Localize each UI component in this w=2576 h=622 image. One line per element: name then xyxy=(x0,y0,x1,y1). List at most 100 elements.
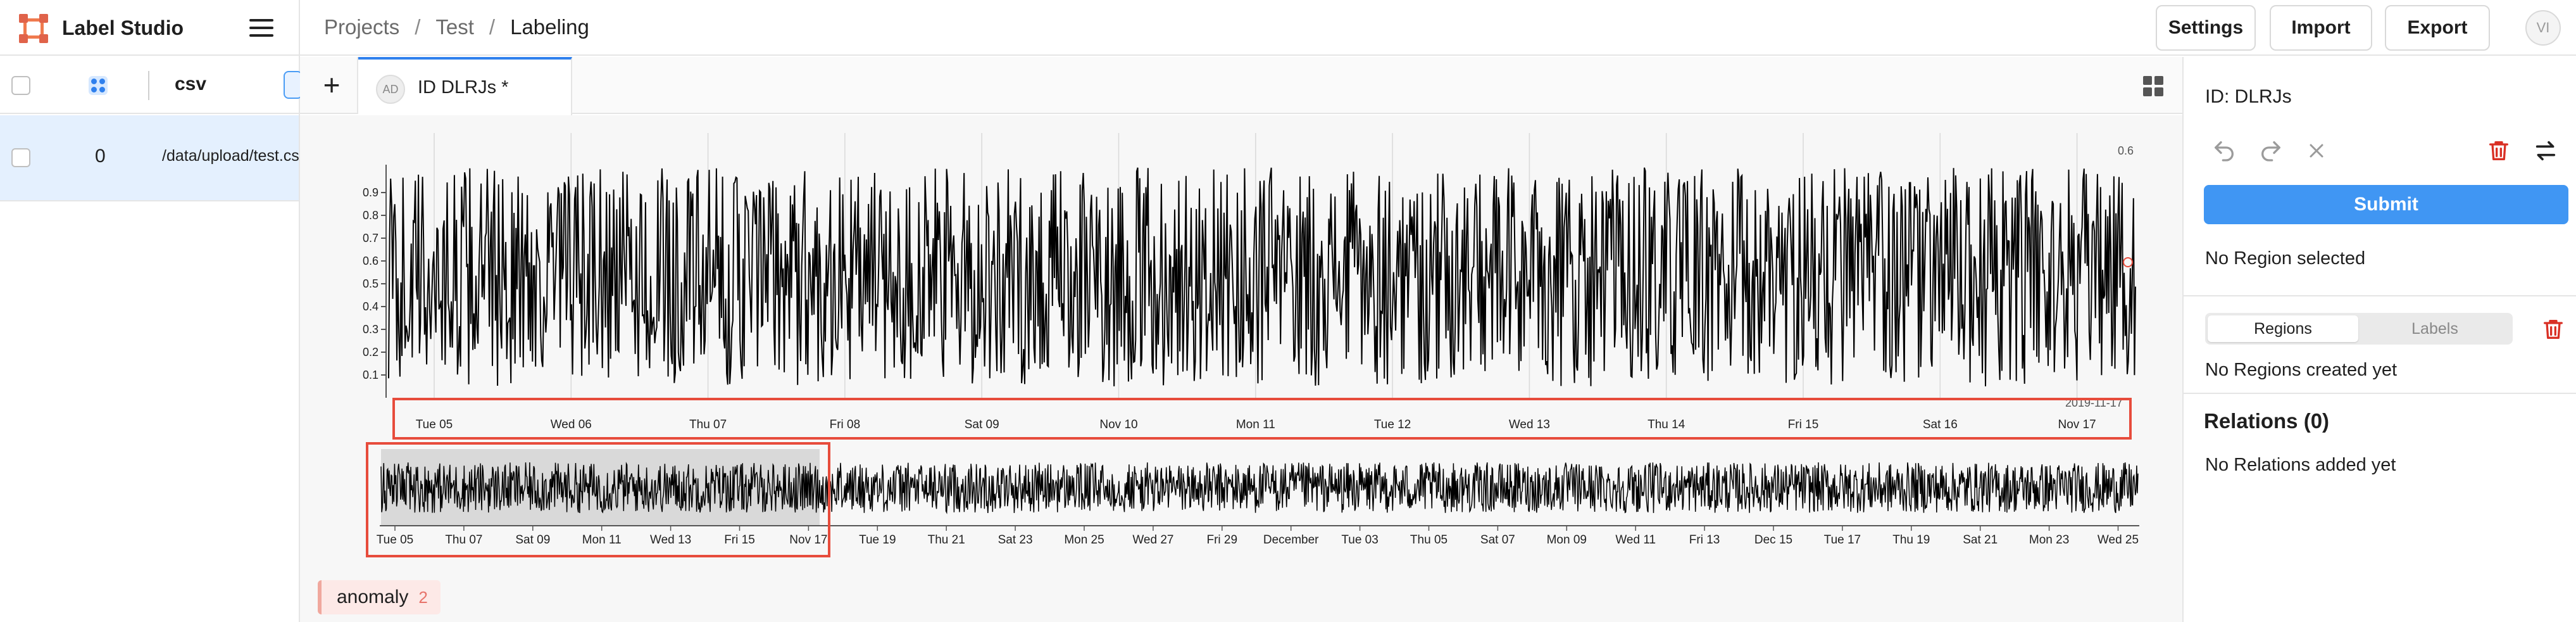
main-signal-line xyxy=(388,167,2136,386)
table-row[interactable]: 0 /data/upload/test.csv xyxy=(0,115,299,201)
overview-tick-label: Thu 07 xyxy=(445,533,482,547)
overview-tick-label: Tue 05 xyxy=(377,533,413,547)
breadcrumb-current: Labeling xyxy=(510,15,589,39)
relations-title: Relations (0) xyxy=(2204,409,2330,433)
data-list-header xyxy=(0,57,299,114)
y-tick-label: 0.7 xyxy=(363,232,378,244)
overview-tick-label: Sat 23 xyxy=(998,533,1033,547)
label-count: 2 xyxy=(418,587,428,607)
overview-tick-label: Fri 13 xyxy=(1689,533,1720,547)
breadcrumb: Projects / Test / Labeling xyxy=(324,15,589,39)
time-series-chart[interactable]: 0.10.20.30.40.50.60.70.80.9 0.6 2019-11-… xyxy=(300,115,2182,571)
row-id: 0 xyxy=(95,146,106,167)
column-settings-toggle[interactable] xyxy=(284,71,303,99)
x-tick-label: Nov 10 xyxy=(1099,418,1137,431)
breadcrumb-project[interactable]: Test xyxy=(435,15,474,39)
overview-tick-label: Thu 21 xyxy=(928,533,965,547)
overview-tick-label: Tue 17 xyxy=(1824,533,1861,547)
no-regions-text: No Regions created yet xyxy=(2205,360,2398,380)
overview-tick-label: Sat 21 xyxy=(1963,533,1998,547)
plus-icon[interactable]: + xyxy=(323,68,341,101)
overview-tick-label: Mon 23 xyxy=(2029,533,2069,547)
divider xyxy=(2184,295,2576,296)
task-tab-bar: + AD ID DLRJs * xyxy=(300,57,2182,115)
annotator-avatar: AD xyxy=(376,75,405,104)
x-tick-label: Thu 14 xyxy=(1648,418,1685,431)
overview-tick-label: Wed 11 xyxy=(1615,533,1656,547)
tab-regions[interactable]: Regions xyxy=(2208,315,2358,342)
labeling-area: 0.1 0.2 0.3 0.4 0.5 0.6 0.7 0.8 0.9 0.6 2019-11-… xyxy=(300,115,2182,622)
trash-icon[interactable] xyxy=(2541,317,2566,342)
settings-button[interactable]: Settings xyxy=(2156,5,2256,51)
x-tick-label: Fri 15 xyxy=(1788,418,1819,431)
overview-tick-label: Thu 19 xyxy=(1892,533,1930,547)
grid-icon[interactable] xyxy=(89,76,108,95)
x-tick-label: Sat 09 xyxy=(965,418,999,431)
hamburger-menu-icon[interactable] xyxy=(249,19,273,38)
label-name: anomaly xyxy=(337,587,409,607)
y-tick-label: 0.2 xyxy=(363,346,378,359)
tab-annotation[interactable]: AD ID DLRJs * xyxy=(358,57,572,115)
x-tick-label: Mon 11 xyxy=(1236,418,1275,431)
no-region-selected: No Region selected xyxy=(2205,248,2366,269)
overview-tick-label: Mon 11 xyxy=(582,533,622,547)
tab-labels[interactable]: Labels xyxy=(2411,319,2458,338)
column-separator xyxy=(148,71,149,100)
row-path: /data/upload/test.csv xyxy=(162,147,299,165)
overview-tick-label: Tue 03 xyxy=(1341,533,1378,547)
trash-icon[interactable] xyxy=(2486,138,2511,163)
user-avatar[interactable]: VI xyxy=(2525,10,2561,46)
tab-title: ID DLRJs * xyxy=(418,77,509,98)
overview-tick-label: Mon 09 xyxy=(1547,533,1587,547)
close-icon[interactable] xyxy=(2305,139,2328,162)
cursor-marker xyxy=(2123,257,2133,267)
main-x-axis: Tue 05 Wed 06 Thu 07 Fri 08 Sat 09 Nov 10 Mon … xyxy=(416,418,2096,431)
main-axis-highlight xyxy=(392,398,2132,440)
panel-divider xyxy=(299,0,300,622)
tab-separator xyxy=(357,57,358,114)
swap-icon[interactable] xyxy=(2533,138,2558,163)
overview-tick-label: Mon 25 xyxy=(1064,533,1104,547)
overview-tick-label: December xyxy=(1263,533,1319,547)
y-tick-label: 0.9 xyxy=(363,186,378,199)
y-tick-label: 0.1 xyxy=(363,369,378,381)
overview-brush-selection[interactable] xyxy=(381,449,820,525)
overview-tick-label: Sat 09 xyxy=(515,533,550,547)
x-tick-label: Tue 05 xyxy=(416,418,453,431)
overview-tick-label: Tue 19 xyxy=(859,533,896,547)
overview-tick-label: Fri 15 xyxy=(724,533,755,547)
annotation-panel: ID: DLRJs Submit No Region selected Regi… xyxy=(2182,57,2576,622)
breadcrumb-projects[interactable]: Projects xyxy=(324,15,400,39)
cursor-value: 0.6 xyxy=(2118,144,2134,157)
regions-labels-toggle: Regions Labels xyxy=(2205,313,2513,345)
overview-tick-label: Dec 15 xyxy=(1754,533,1792,547)
divider xyxy=(2184,393,2576,394)
y-tick-label: 0.8 xyxy=(363,209,378,222)
layout-grid-icon[interactable] xyxy=(2143,76,2163,96)
x-tick-label: Wed 13 xyxy=(1509,418,1550,431)
breadcrumb-separator: / xyxy=(489,15,496,39)
import-button[interactable]: Import xyxy=(2270,5,2372,51)
redo-icon[interactable] xyxy=(2258,138,2284,163)
x-tick-label: Thu 07 xyxy=(689,418,727,431)
overview-tick-label: Thu 05 xyxy=(1410,533,1447,547)
row-checkbox[interactable] xyxy=(11,148,30,167)
undo-icon[interactable] xyxy=(2211,138,2237,163)
label-anomaly[interactable]: anomaly 2 xyxy=(318,580,441,614)
overview-tick-label: Wed 27 xyxy=(1132,533,1173,547)
y-tick-label: 0.6 xyxy=(363,255,378,267)
overview-tick-label: Wed 25 xyxy=(2098,533,2139,547)
y-tick-label: 0.3 xyxy=(363,323,378,336)
annotation-id: ID: DLRJs xyxy=(2205,86,2292,107)
overview-signal-line xyxy=(380,461,2139,514)
submit-button[interactable]: Submit xyxy=(2204,185,2568,224)
x-tick-label: Nov 17 xyxy=(2058,418,2096,431)
overview-tick-label: Fri 29 xyxy=(1207,533,1238,547)
select-all-checkbox[interactable] xyxy=(11,76,30,95)
export-button[interactable]: Export xyxy=(2385,5,2490,51)
breadcrumb-separator: / xyxy=(415,15,421,39)
overview-tick-label: Sat 07 xyxy=(1480,533,1515,547)
column-header-csv[interactable]: csv xyxy=(175,73,207,94)
label-studio-logo-icon[interactable] xyxy=(19,14,48,43)
